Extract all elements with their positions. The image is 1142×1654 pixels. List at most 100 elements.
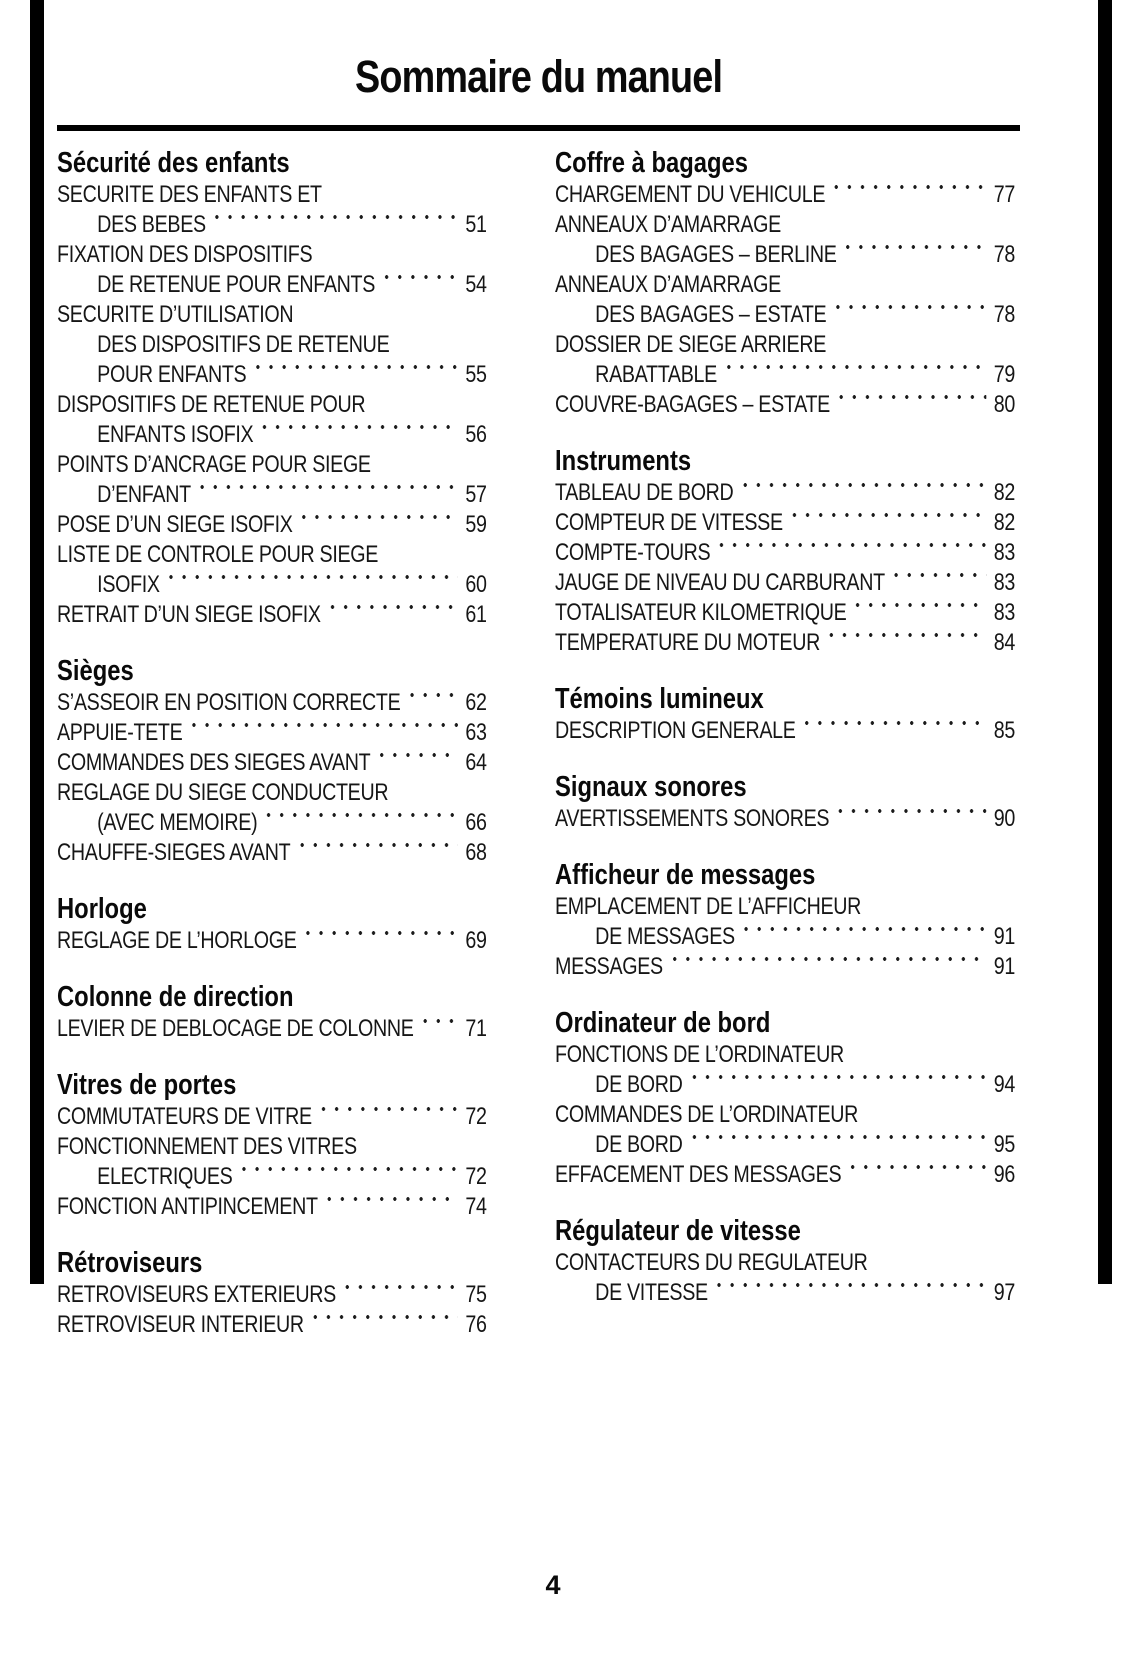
toc-page-number: 77 <box>993 181 1016 208</box>
toc-page-number: 69 <box>465 927 487 954</box>
toc-page-number: 91 <box>993 923 1016 950</box>
dot-leader <box>237 1162 459 1192</box>
toc-entry-text: DE RETENUE POUR ENFANTS <box>97 271 376 298</box>
toc-page-number: 74 <box>465 1193 487 1220</box>
toc-entry-line: RABATTABLE 79 <box>555 360 1015 390</box>
section-heading: Témoins lumineux <box>555 683 764 715</box>
dot-leader <box>667 952 987 982</box>
toc-entry-line: MESSAGES 91 <box>555 952 1015 982</box>
toc-entry-text: AVERTISSEMENTS SONORES <box>555 805 830 832</box>
dot-leader <box>297 510 459 540</box>
toc-entry-text: RETROVISEUR INTERIEUR <box>57 1311 304 1338</box>
toc-entry-text: CHAUFFE-SIEGES AVANT <box>57 839 291 866</box>
dot-leader <box>301 926 459 956</box>
toc-page-number: 64 <box>465 749 487 776</box>
toc-entry-text: DES BEBES <box>97 211 206 238</box>
toc-entry-text: ANNEAUX D’AMARRAGE <box>555 211 781 238</box>
toc-section: Vitres de portes COMMUTATEURS DE VITRE 72 F… <box>57 1068 487 1222</box>
dot-leader <box>251 360 459 390</box>
toc-column-left: Sécurité des enfants SECURITE DES ENFANTS… <box>57 146 487 1340</box>
dot-leader <box>262 808 459 838</box>
toc-page-number: 72 <box>465 1163 487 1190</box>
toc-page-number: 51 <box>465 211 487 238</box>
toc-entry-line: RETROVISEUR INTERIEUR 76 <box>57 1310 487 1340</box>
dot-leader <box>405 688 459 718</box>
toc-entry-text: COMPTE-TOURS <box>555 539 711 566</box>
dot-leader <box>325 600 459 630</box>
toc-page-number: 79 <box>993 361 1016 388</box>
toc-page-number: 78 <box>993 301 1016 328</box>
toc-entry-text: FIXATION DES DISPOSITIFS <box>57 241 313 268</box>
dot-leader <box>846 1160 987 1190</box>
page-content: Sommaire du manuel Sécurité des enfants S… <box>57 0 1020 1340</box>
toc-entry-line: DE VITESSE 97 <box>555 1278 1015 1308</box>
toc-entry-line: APPUIE-TETE 63 <box>57 718 487 748</box>
toc-entry-line: COMMANDES DES SIEGES AVANT 64 <box>57 748 487 778</box>
toc-entry-text: DES DISPOSITIFS DE RETENUE <box>97 331 390 358</box>
toc-entry-text: POINTS D’ANCRAGE POUR SIEGE <box>57 451 371 478</box>
section-heading: Colonne de direction <box>57 981 294 1013</box>
toc-entry-text: DESCRIPTION GENERALE <box>555 717 796 744</box>
toc-page-number: 66 <box>465 809 487 836</box>
toc-entry-text: DISPOSITIFS DE RETENUE POUR <box>57 391 366 418</box>
dot-leader <box>787 508 987 538</box>
toc-page-number: 90 <box>993 805 1016 832</box>
toc-section: Horloge REGLAGE DE L’HORLOGE 69 <box>57 892 487 956</box>
toc-entry-line: DES BAGAGES – BERLINE 78 <box>555 240 1015 270</box>
title-rule <box>57 125 1020 131</box>
toc-entry-text: ANNEAUX D’AMARRAGE <box>555 271 781 298</box>
toc-entry-line: COMMANDES DE L’ORDINATEUR <box>555 1100 1015 1130</box>
toc-entry-text: RABATTABLE <box>595 361 717 388</box>
toc-page-number: 68 <box>465 839 487 866</box>
dot-leader <box>851 598 987 628</box>
toc-column-right: Coffre à bagages CHARGEMENT DU VEHICULE 77… <box>555 146 1015 1308</box>
toc-entry-line: CONTACTEURS DU REGULATEUR <box>555 1248 1015 1278</box>
toc-entry-line: FONCTION ANTIPINCEMENT 74 <box>57 1192 487 1222</box>
dot-leader <box>824 628 987 658</box>
toc-entry-line: D’ENFANT 57 <box>57 480 487 510</box>
toc-entry-line: LEVIER DE DEBLOCAGE DE COLONNE 71 <box>57 1014 487 1044</box>
right-edge-bar <box>1098 0 1112 1284</box>
toc-page-number: 63 <box>465 719 487 746</box>
toc-entry-line: FIXATION DES DISPOSITIFS <box>57 240 487 270</box>
dot-leader <box>738 478 987 508</box>
toc-page-number: 62 <box>465 689 487 716</box>
toc-entry-line: LISTE DE CONTROLE POUR SIEGE <box>57 540 487 570</box>
dot-leader <box>295 838 459 868</box>
toc-entry-text: CONTACTEURS DU REGULATEUR <box>555 1249 868 1276</box>
toc-entry-line: DE BORD 95 <box>555 1130 1015 1160</box>
toc-page-number: 76 <box>465 1311 487 1338</box>
toc-page-number: 83 <box>993 599 1016 626</box>
toc-page-number: 94 <box>993 1071 1016 1098</box>
toc-entry-line: EMPLACEMENT DE L’AFFICHEUR <box>555 892 1015 922</box>
toc-page-number: 96 <box>993 1161 1016 1188</box>
toc-section: Signaux sonores AVERTISSEMENTS SONORES 90 <box>555 770 1015 834</box>
section-heading: Instruments <box>555 445 692 477</box>
toc-entry-line: DE BORD 94 <box>555 1070 1015 1100</box>
toc-entry-line: DISPOSITIFS DE RETENUE POUR <box>57 390 487 420</box>
footer-page-number: 4 <box>545 1570 561 1600</box>
toc-entry-text: EFFACEMENT DES MESSAGES <box>555 1161 842 1188</box>
page-title: Sommaire du manuel <box>354 51 723 102</box>
toc-entry-line: TEMPERATURE DU MOTEUR 84 <box>555 628 1015 658</box>
dot-leader <box>721 360 987 390</box>
toc-entry-text: COMPTEUR DE VITESSE <box>555 509 783 536</box>
toc-entry-line: POUR ENFANTS 55 <box>57 360 487 390</box>
toc-entry-line: COUVRE-BAGAGES – ESTATE 80 <box>555 390 1015 420</box>
toc-entry-text: ISOFIX <box>97 571 160 598</box>
toc-entry-line: TOTALISATEUR KILOMETRIQUE 83 <box>555 598 1015 628</box>
dot-leader <box>831 300 987 330</box>
toc-section: Régulateur de vitesse CONTACTEURS DU REGU… <box>555 1214 1015 1308</box>
toc-section: Rétroviseurs RETROVISEURS EXTERIEURS 75 RET… <box>57 1246 487 1340</box>
toc-page-number: 78 <box>993 241 1016 268</box>
toc-entry-line: EFFACEMENT DES MESSAGES 96 <box>555 1160 1015 1190</box>
toc-entry-text: DE BORD <box>595 1071 683 1098</box>
dot-leader <box>187 718 459 748</box>
toc-page-number: 60 <box>465 571 487 598</box>
section-heading: Coffre à bagages <box>555 147 748 179</box>
section-heading: Rétroviseurs <box>57 1247 203 1279</box>
toc-entry-text: DE MESSAGES <box>595 923 735 950</box>
toc-page-number: 54 <box>465 271 487 298</box>
toc-page-number: 82 <box>993 479 1016 506</box>
